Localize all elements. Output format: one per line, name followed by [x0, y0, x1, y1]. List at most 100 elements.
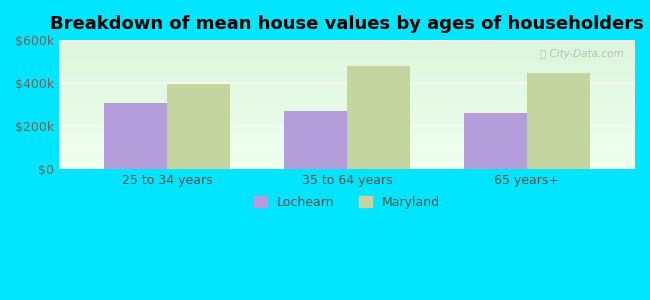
Bar — [59, 151, 635, 152]
Bar — [59, 140, 635, 141]
Bar — [59, 128, 635, 129]
Bar — [59, 46, 635, 47]
Bar — [59, 141, 635, 142]
Bar — [59, 62, 635, 63]
Bar — [59, 113, 635, 114]
Bar — [59, 132, 635, 133]
Bar — [59, 71, 635, 72]
Bar — [59, 100, 635, 101]
Bar — [464, 113, 527, 169]
Bar — [59, 81, 635, 82]
Bar — [59, 159, 635, 160]
Bar — [59, 136, 635, 137]
Bar — [59, 67, 635, 68]
Bar — [59, 102, 635, 103]
Bar — [59, 154, 635, 155]
Bar — [59, 50, 635, 51]
Bar — [59, 65, 635, 66]
Bar — [59, 152, 635, 153]
Bar — [59, 60, 635, 61]
Bar — [59, 106, 635, 107]
Bar — [59, 103, 635, 104]
Bar — [59, 156, 635, 157]
Bar — [59, 63, 635, 64]
Bar — [59, 93, 635, 94]
Bar — [59, 108, 635, 109]
Bar — [59, 105, 635, 106]
Bar — [59, 92, 635, 93]
Bar — [59, 61, 635, 62]
Bar — [59, 45, 635, 46]
Text: ⓘ City-Data.com: ⓘ City-Data.com — [540, 49, 623, 59]
Bar — [59, 142, 635, 143]
Bar — [59, 165, 635, 166]
Bar — [104, 103, 167, 169]
Bar — [59, 94, 635, 95]
Bar — [59, 47, 635, 48]
Bar — [59, 42, 635, 43]
Bar — [59, 78, 635, 79]
Bar — [59, 95, 635, 96]
Bar — [59, 167, 635, 168]
Bar — [59, 99, 635, 100]
Bar — [59, 54, 635, 55]
Bar — [59, 158, 635, 159]
Bar — [59, 166, 635, 167]
Bar — [59, 40, 635, 41]
Bar — [59, 149, 635, 150]
Bar — [59, 79, 635, 80]
Bar — [59, 69, 635, 70]
Bar — [59, 127, 635, 128]
Bar — [59, 98, 635, 99]
Bar — [59, 64, 635, 65]
Bar — [59, 55, 635, 56]
Bar — [59, 101, 635, 102]
Bar — [59, 104, 635, 105]
Bar — [59, 164, 635, 165]
Bar — [59, 83, 635, 84]
Bar — [59, 89, 635, 90]
Bar — [59, 111, 635, 112]
Bar — [59, 72, 635, 73]
Bar — [59, 87, 635, 88]
Bar — [59, 88, 635, 89]
Bar — [59, 160, 635, 161]
Bar — [59, 84, 635, 85]
Bar — [59, 75, 635, 76]
Bar — [59, 143, 635, 144]
Bar — [59, 145, 635, 146]
Bar — [59, 146, 635, 147]
Title: Breakdown of mean house values by ages of householders: Breakdown of mean house values by ages o… — [50, 15, 644, 33]
Bar — [59, 131, 635, 132]
Bar — [59, 144, 635, 145]
Bar — [59, 119, 635, 120]
Bar — [59, 148, 635, 149]
Bar — [59, 135, 635, 136]
Bar — [59, 153, 635, 154]
Bar — [59, 49, 635, 50]
Bar — [59, 134, 635, 135]
Bar — [59, 121, 635, 122]
Bar — [59, 129, 635, 130]
Bar — [59, 74, 635, 75]
Bar — [59, 162, 635, 163]
Bar — [347, 66, 410, 169]
Bar — [59, 118, 635, 119]
Bar — [59, 43, 635, 44]
Bar — [59, 86, 635, 87]
Bar — [59, 133, 635, 134]
Bar — [59, 48, 635, 49]
Bar — [59, 147, 635, 148]
Bar — [59, 41, 635, 42]
Bar — [59, 163, 635, 164]
Bar — [59, 115, 635, 116]
Bar — [59, 80, 635, 81]
Bar — [59, 68, 635, 69]
Bar — [59, 66, 635, 67]
Bar — [59, 137, 635, 138]
Bar — [59, 82, 635, 83]
Bar — [59, 107, 635, 108]
Bar — [59, 51, 635, 52]
Bar — [59, 76, 635, 77]
Bar — [59, 58, 635, 59]
